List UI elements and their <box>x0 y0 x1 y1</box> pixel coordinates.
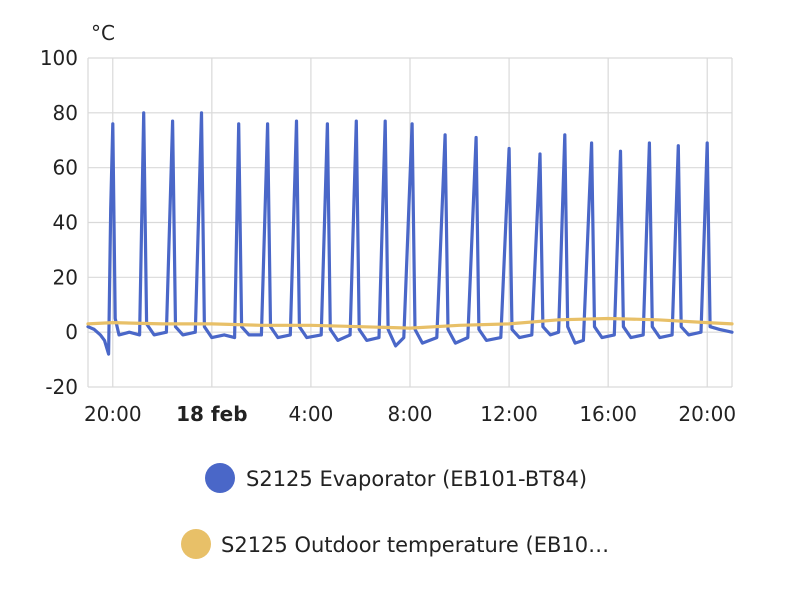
x-tick-label: 12:00 <box>480 402 538 426</box>
y-tick-label: 80 <box>53 101 78 125</box>
y-tick-label: 0 <box>65 320 78 344</box>
legend-swatch <box>205 463 235 493</box>
legend-item[interactable]: S2125 Outdoor temperature (EB10… <box>181 529 609 559</box>
y-axis-tick-labels: 100 80 60 40 20 0 -20 <box>40 46 78 399</box>
x-tick-label: 8:00 <box>388 402 433 426</box>
y-tick-label: 40 <box>53 211 78 235</box>
x-tick-label: 20:00 <box>678 402 736 426</box>
legend: S2125 Evaporator (EB101-BT84) S2125 Outdo… <box>181 463 609 559</box>
x-tick-label: 20:00 <box>84 402 142 426</box>
x-tick-label: 18 feb <box>176 402 247 426</box>
y-tick-label: 20 <box>53 265 78 289</box>
y-tick-label: 100 <box>40 46 78 70</box>
legend-item[interactable]: S2125 Evaporator (EB101-BT84) <box>205 463 587 493</box>
x-axis-tick-labels: 20:00 18 feb 4:00 8:00 12:00 16:00 20:00 <box>84 402 736 426</box>
legend-label: S2125 Evaporator (EB101-BT84) <box>246 467 587 491</box>
series-line-2 <box>86 316 734 330</box>
y-tick-label: -20 <box>45 375 78 399</box>
y-axis-unit-label: °C <box>91 21 115 45</box>
legend-swatch <box>181 529 211 559</box>
y-tick-label: 60 <box>53 156 78 180</box>
x-tick-label: 16:00 <box>579 402 637 426</box>
legend-label: S2125 Outdoor temperature (EB10… <box>221 533 609 557</box>
x-tick-label: 4:00 <box>288 402 333 426</box>
series-lines <box>86 111 734 356</box>
series-line-1 <box>86 111 734 356</box>
